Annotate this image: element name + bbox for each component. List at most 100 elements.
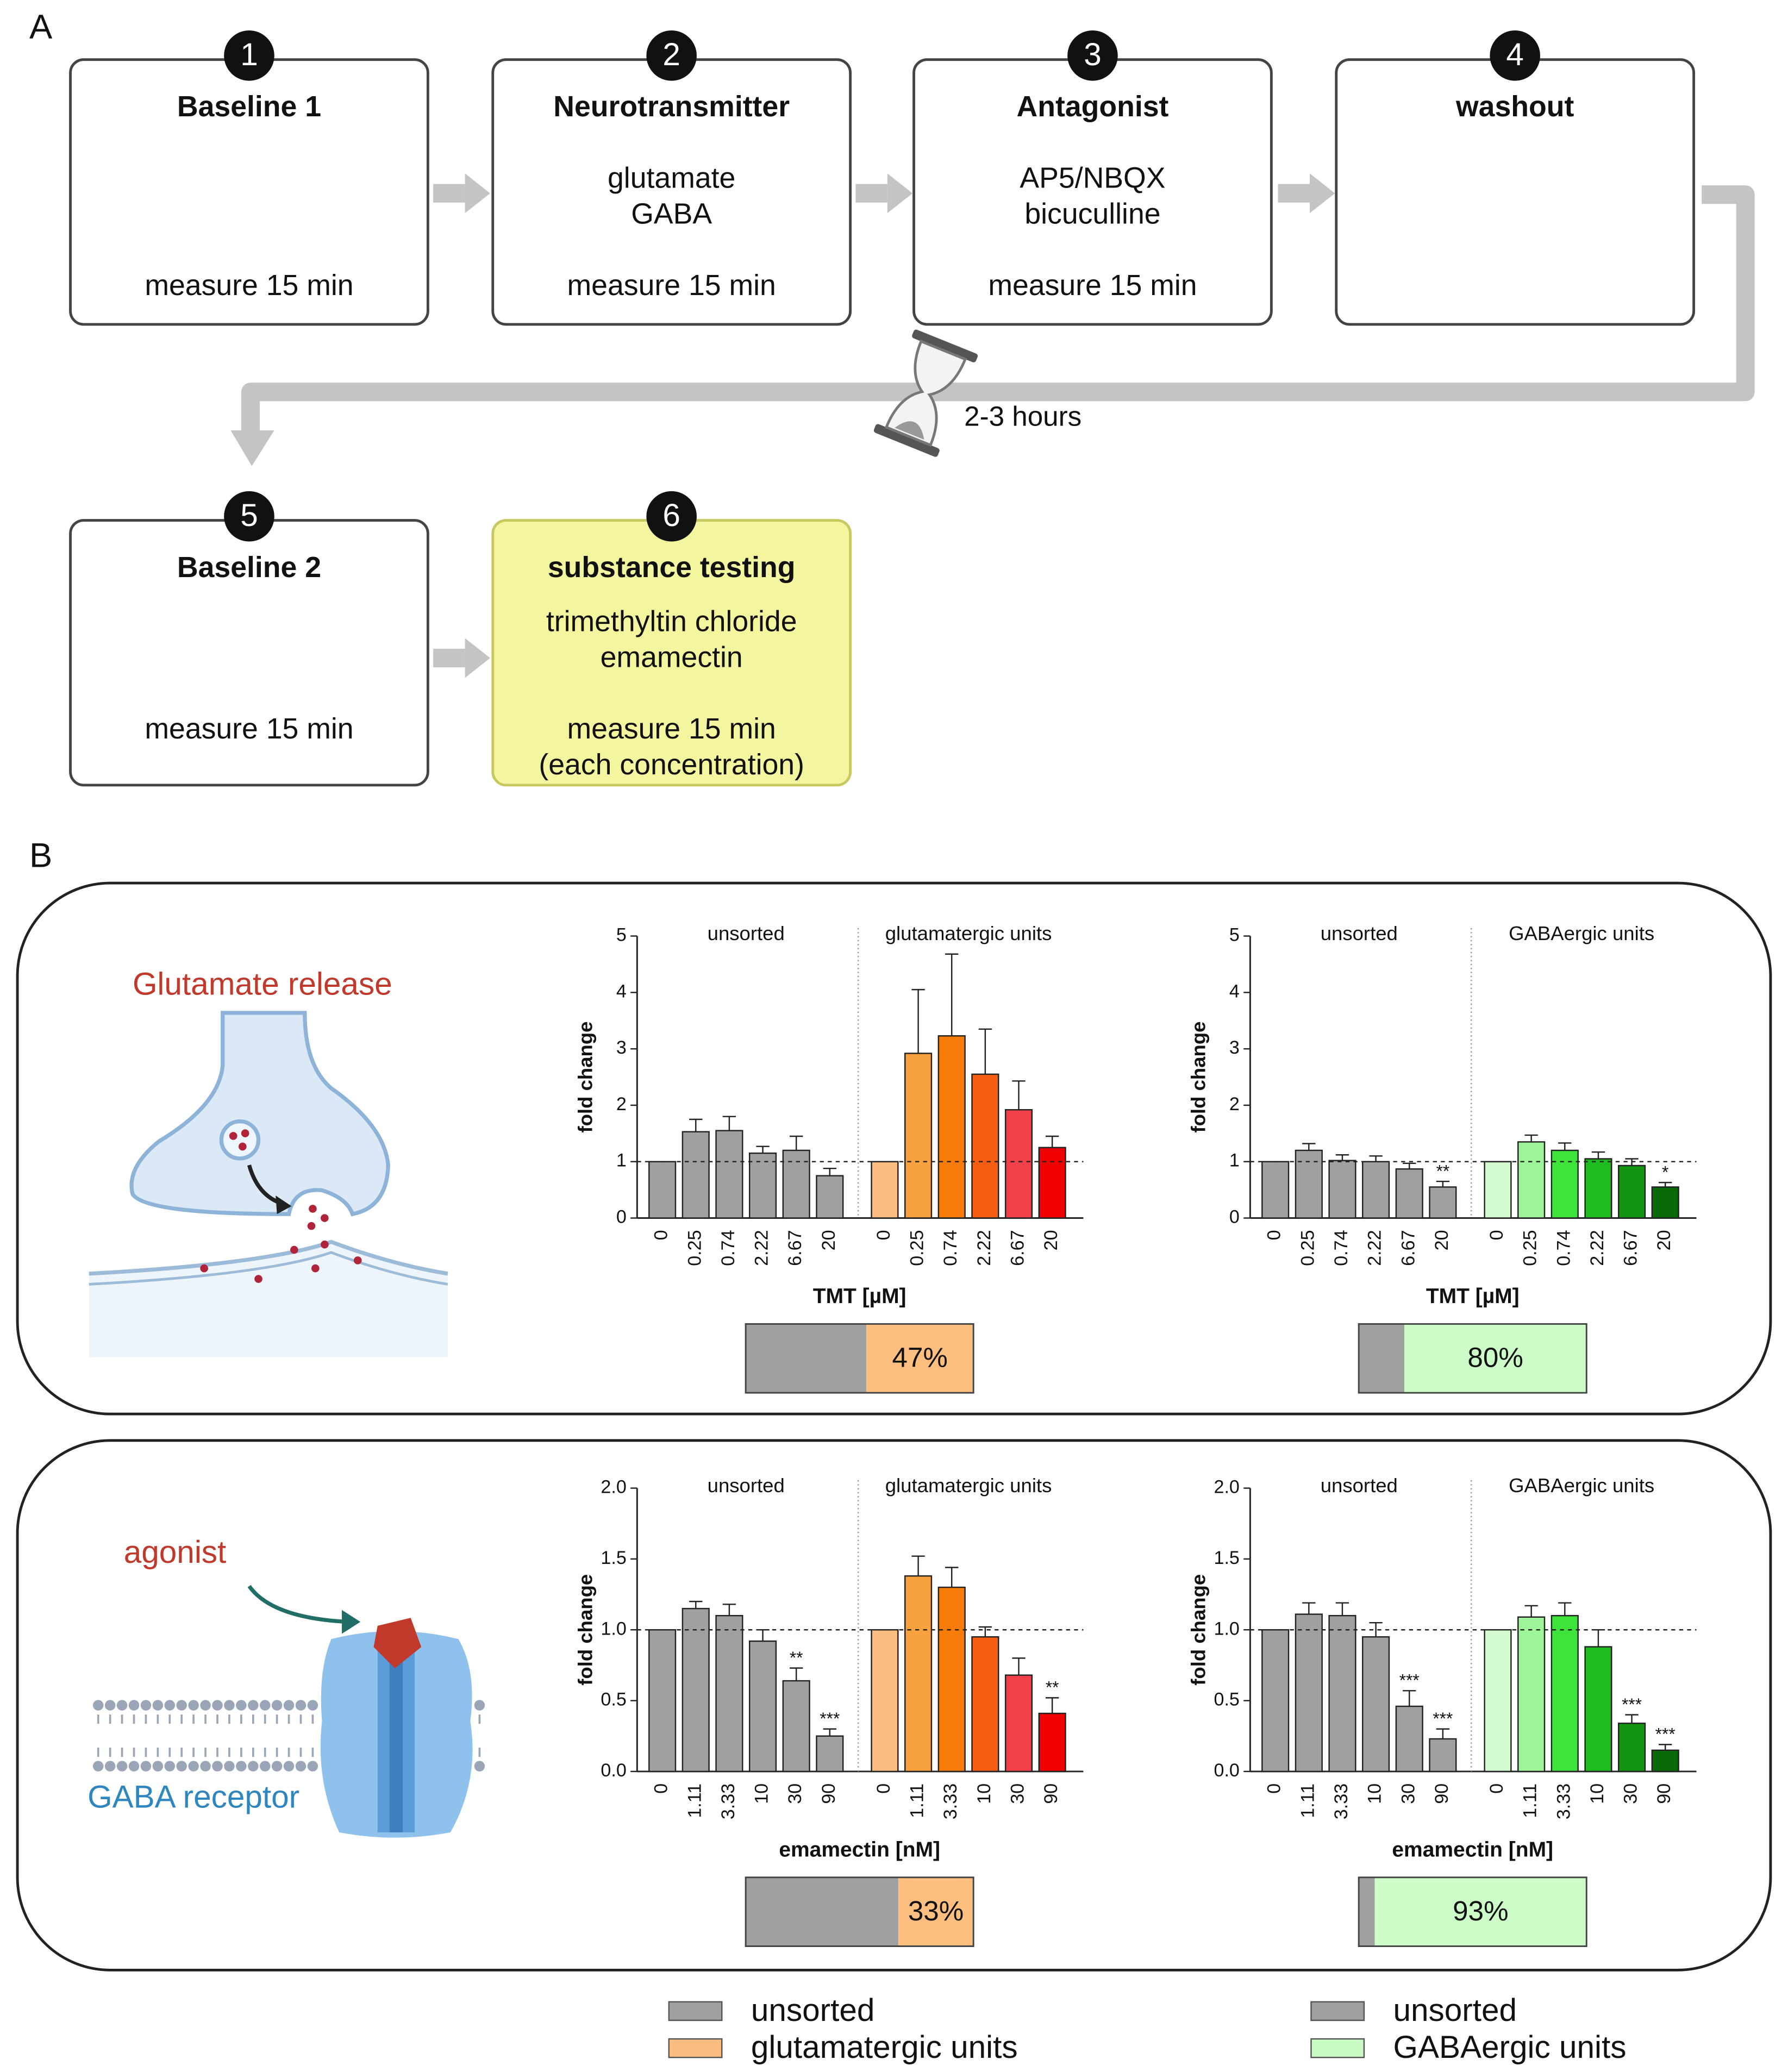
step-text: bicuculline	[1024, 197, 1160, 230]
error-bar	[1403, 1162, 1416, 1169]
bar	[1328, 1160, 1356, 1219]
bar	[1584, 1646, 1612, 1773]
error-bar	[945, 1567, 959, 1588]
error-bar	[1302, 1143, 1316, 1150]
y-tick-label: 0.5	[601, 1689, 626, 1710]
bar	[816, 1175, 844, 1219]
legend-swatch	[1310, 2038, 1365, 2058]
y-tick-label: 2	[1229, 1094, 1240, 1115]
error-bar	[756, 1145, 770, 1154]
bar	[1295, 1149, 1323, 1219]
error-bar	[722, 1604, 736, 1616]
x-tick-label: 6.67	[1008, 1230, 1028, 1266]
bar	[1261, 1629, 1290, 1773]
bar	[1038, 1712, 1066, 1773]
x-tick-label: 0	[873, 1230, 894, 1240]
x-tick-label: 2.22	[1587, 1230, 1608, 1266]
y-tick-label: 2.0	[1214, 1477, 1240, 1498]
share-bar	[1404, 1324, 1587, 1393]
bar	[937, 1035, 966, 1219]
group-title: unsorted	[1321, 1474, 1398, 1497]
x-axis-title: TMT [µM]	[1426, 1285, 1520, 1308]
legend-label: unsorted	[751, 1993, 875, 2028]
share-label: 47%	[892, 1342, 948, 1373]
error-bar	[1045, 1697, 1059, 1714]
x-axis-title: emamectin [nM]	[1392, 1838, 1553, 1861]
step-title: Baseline 1	[177, 90, 321, 123]
error-bar	[1558, 1602, 1572, 1616]
x-tick-label: 1.11	[684, 1783, 705, 1818]
step-footer: (each concentration)	[539, 748, 804, 781]
step-title: substance testing	[548, 551, 796, 584]
legend-label: unsorted	[1393, 1993, 1517, 2028]
y-tick-label: 0	[1229, 1207, 1240, 1228]
share-rest	[746, 1877, 898, 1946]
return-connector	[241, 185, 1755, 432]
hourglass	[873, 329, 978, 457]
legend-swatch	[1310, 2001, 1365, 2021]
error-bar	[1403, 1690, 1416, 1707]
bar	[937, 1586, 966, 1773]
share-label: 93%	[1453, 1895, 1508, 1926]
x-tick-label: 0.25	[1297, 1230, 1318, 1266]
x-tick-label: 3.33	[718, 1783, 739, 1819]
row-frame	[16, 881, 1772, 1416]
bar	[1261, 1161, 1290, 1219]
step-number: 5	[240, 498, 258, 533]
error-bar	[945, 953, 959, 1036]
y-tick-label: 0	[616, 1207, 627, 1228]
illustration-label: GABA receptor	[87, 1780, 299, 1815]
error-bar	[1012, 1657, 1026, 1675]
bar	[1295, 1613, 1323, 1773]
step-number: 1	[240, 37, 258, 72]
error-bar	[1558, 1142, 1572, 1150]
bar	[1328, 1614, 1356, 1773]
x-tick-label: 0	[1264, 1230, 1285, 1240]
step-title: Antagonist	[1017, 90, 1169, 123]
panel-label: B	[29, 837, 52, 875]
bar	[1362, 1636, 1390, 1773]
y-tick-label: 2	[616, 1094, 627, 1115]
legend-label: glutamatergic units	[751, 2030, 1018, 2065]
error-bar	[1436, 1728, 1450, 1739]
y-tick-label: 1.0	[1214, 1618, 1240, 1639]
error-bar	[790, 1135, 803, 1150]
significance: **	[1046, 1677, 1059, 1697]
bar	[1651, 1749, 1679, 1773]
y-tick-label: 1.0	[601, 1618, 626, 1639]
bar	[971, 1073, 999, 1219]
step-badge	[224, 491, 274, 542]
step-footer: measure 15 min	[567, 712, 776, 745]
bar	[1004, 1674, 1033, 1773]
y-axis-title: fold change	[1187, 1574, 1209, 1686]
error-bar	[1659, 1744, 1672, 1750]
x-tick-label: 90	[1041, 1783, 1061, 1804]
error-bar	[1524, 1605, 1538, 1617]
x-tick-label: 3.33	[940, 1783, 961, 1819]
y-tick-label: 5	[616, 925, 627, 946]
error-bar	[978, 1626, 992, 1637]
bar	[1617, 1165, 1646, 1219]
group-title: glutamatergic units	[885, 1474, 1052, 1497]
panel-label: A	[29, 8, 53, 46]
x-tick-label: 0.25	[684, 1230, 705, 1266]
x-tick-label: 10	[1587, 1783, 1608, 1804]
x-tick-label: 0.74	[1553, 1230, 1574, 1266]
x-tick-label: 3.33	[1331, 1783, 1352, 1819]
error-bar	[1335, 1602, 1349, 1616]
bar	[1484, 1161, 1512, 1219]
bar	[1517, 1616, 1546, 1773]
y-tick-label: 1.5	[1214, 1548, 1240, 1568]
bar	[648, 1629, 677, 1773]
bar	[1362, 1161, 1390, 1219]
y-axis-title: fold change	[1187, 1022, 1209, 1133]
error-bar	[911, 988, 925, 1054]
group-title: unsorted	[708, 1474, 785, 1497]
step-badge	[1067, 30, 1118, 81]
share-frame	[745, 1323, 974, 1394]
x-tick-label: 6.67	[785, 1230, 805, 1266]
y-tick-label: 4	[1229, 981, 1240, 1001]
error-bar	[823, 1167, 837, 1176]
